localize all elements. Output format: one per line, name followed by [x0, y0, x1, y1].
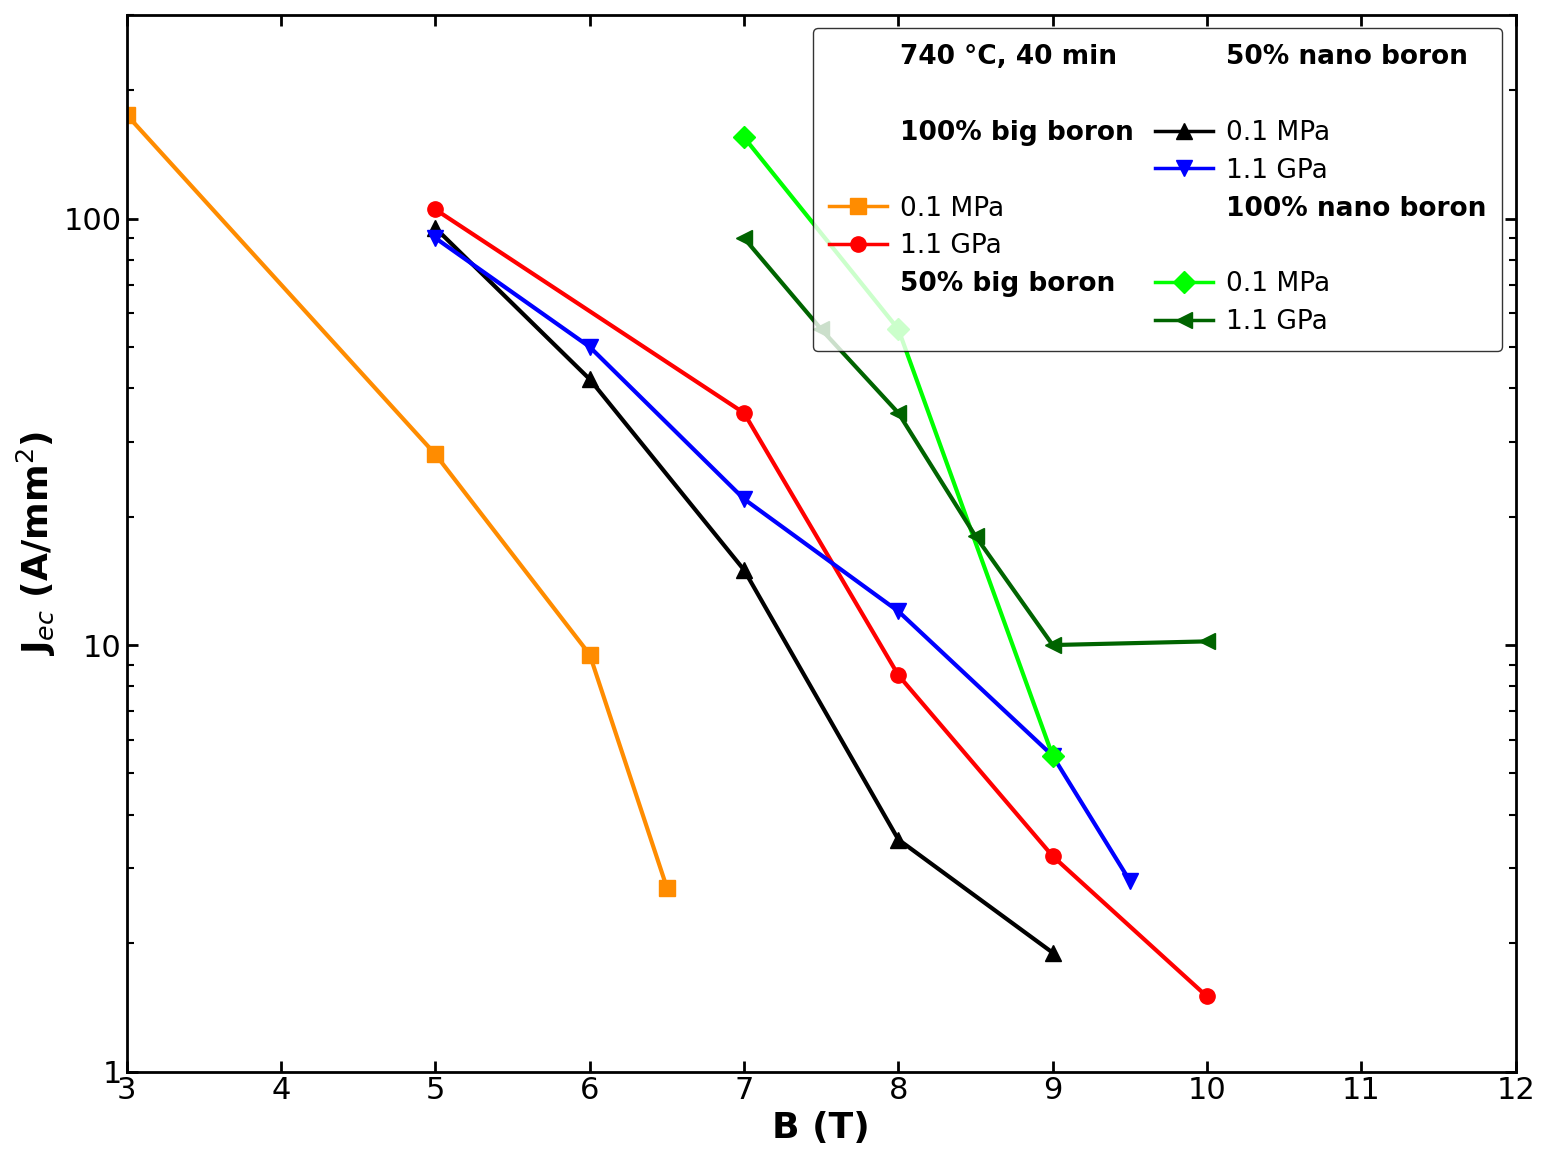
Legend: 740 °C, 40 min, , 100% big boron, , 0.1 MPa, 1.1 GPa, 50% big boron, , 50% nano : 740 °C, 40 min, , 100% big boron, , 0.1 … [814, 28, 1502, 351]
Y-axis label: J$_{ec}$ (A/mm$^2$): J$_{ec}$ (A/mm$^2$) [16, 432, 59, 655]
X-axis label: B (T): B (T) [772, 1111, 870, 1145]
